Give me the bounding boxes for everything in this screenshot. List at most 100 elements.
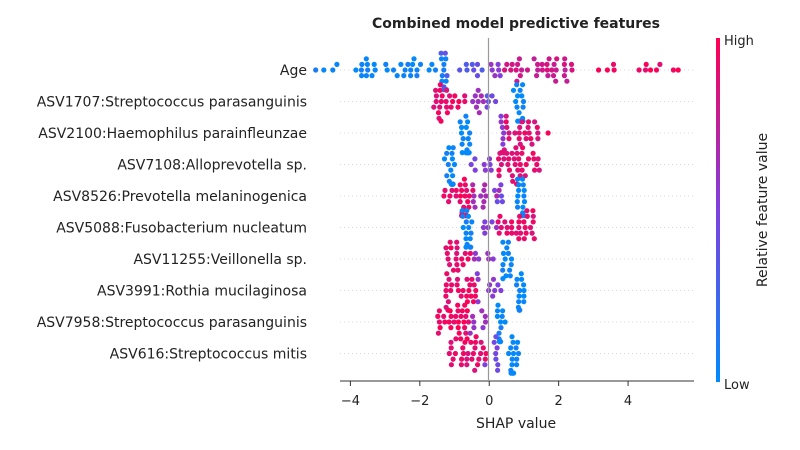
shap-point [447, 239, 453, 245]
shap-point [452, 93, 458, 99]
shap-point [491, 339, 497, 345]
shap-point [480, 345, 486, 351]
shap-point [517, 213, 523, 219]
shap-point [530, 213, 536, 219]
shap-point [521, 199, 528, 205]
shap-point [481, 187, 487, 193]
shap-point [402, 67, 408, 73]
shap-point [515, 61, 521, 67]
shap-point [454, 250, 460, 256]
shap-point [446, 199, 452, 205]
shap-point [514, 199, 520, 205]
shap-point [478, 339, 484, 345]
shap-point [441, 193, 447, 199]
shap-point [643, 61, 649, 67]
shap-point [482, 219, 488, 225]
shap-point [483, 350, 489, 357]
shap-point [517, 287, 523, 294]
shap-point [476, 110, 482, 116]
shap-point [438, 98, 444, 105]
shap-point [489, 93, 495, 99]
shap-point [437, 325, 443, 331]
shap-point [498, 193, 504, 199]
shap-point [495, 219, 501, 225]
shap-point [636, 67, 642, 73]
shap-point [465, 213, 471, 219]
shap-point [515, 167, 521, 173]
shap-points [313, 50, 681, 376]
shap-point [433, 98, 439, 105]
shap-point [522, 224, 528, 231]
shap-point [364, 61, 370, 67]
shap-point [514, 82, 520, 88]
shap-point [394, 73, 400, 79]
shap-point [462, 302, 468, 308]
shap-point [466, 224, 472, 231]
shap-point [480, 325, 486, 331]
shap-point [471, 256, 477, 262]
shap-point [444, 110, 450, 116]
shap-point [502, 256, 508, 262]
shap-point [536, 167, 542, 173]
shap-point [470, 187, 476, 193]
shap-point [484, 93, 490, 99]
shap-point [479, 308, 485, 314]
shap-point [535, 130, 541, 136]
shap-point [443, 78, 449, 84]
feature-label: ASV1707:Streptococcus parasanguinis [37, 95, 307, 111]
shap-point [489, 219, 495, 225]
shap-point [321, 67, 327, 73]
shap-point [390, 67, 397, 73]
shap-point [441, 61, 447, 67]
shap-point [516, 110, 522, 116]
shap-point [520, 204, 526, 210]
shap-point [443, 287, 449, 294]
shap-point [514, 282, 520, 288]
shap-point [480, 224, 487, 231]
shap-point [539, 67, 546, 73]
shap-point [459, 208, 465, 214]
shap-point [456, 98, 462, 105]
shap-point [453, 187, 459, 193]
shap-point [478, 193, 484, 199]
shap-point [465, 199, 471, 205]
shap-point [476, 256, 482, 262]
shap-point [489, 67, 495, 73]
shap-point [439, 93, 445, 99]
shap-point [463, 124, 469, 130]
shap-point [457, 67, 463, 73]
shap-point [459, 124, 465, 130]
shap-point [529, 230, 535, 236]
shap-point [429, 61, 435, 67]
shap-point [447, 93, 453, 99]
shap-point [516, 182, 522, 188]
shap-point [515, 93, 521, 99]
shap-point [528, 136, 534, 142]
shap-point [564, 78, 570, 84]
shap-point [561, 73, 568, 79]
shap-point [444, 173, 450, 179]
shap-point [485, 250, 491, 256]
shap-point [414, 67, 420, 73]
shap-point [482, 230, 488, 236]
shap-point [437, 82, 443, 88]
shap-point [464, 187, 470, 193]
shap-point [448, 313, 454, 319]
shap-point [505, 161, 511, 168]
shap-point [531, 156, 537, 162]
shap-point [465, 150, 471, 156]
shap-point [670, 67, 677, 73]
shap-point [493, 350, 499, 357]
shap-point [498, 161, 504, 168]
shap-point [459, 150, 465, 156]
chart-title: Combined model predictive features [372, 16, 660, 32]
shap-point [467, 282, 473, 288]
shap-point [546, 56, 552, 62]
shap-point [504, 124, 510, 130]
shap-point [460, 350, 467, 357]
shap-point [523, 161, 529, 168]
shap-point [469, 356, 475, 362]
shap-point [445, 299, 451, 305]
shap-point [516, 299, 522, 305]
shap-point [510, 178, 516, 184]
